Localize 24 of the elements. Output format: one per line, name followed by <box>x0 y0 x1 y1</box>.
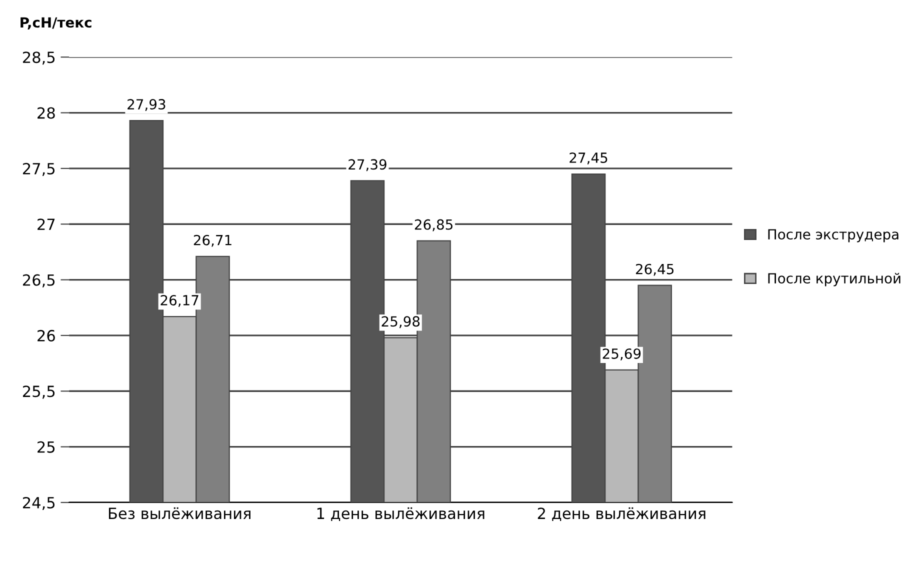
y-tick-label: 27 <box>38 218 55 230</box>
y-tick-label: 24,5 <box>22 496 55 510</box>
text: 27,45 <box>570 152 608 164</box>
x-tick-label: 1 день вылёживания <box>317 507 484 522</box>
y-tick-label: 26,5 <box>22 274 55 288</box>
text: 25,98 <box>382 316 420 328</box>
text: 27,39 <box>348 159 386 172</box>
text: 26,45 <box>636 264 674 276</box>
text: 27,93 <box>128 99 166 111</box>
y-tick-label: 25,5 <box>22 386 55 399</box>
y-tick-label: 28 <box>38 107 55 119</box>
legend-label: После экструдера <box>768 229 898 242</box>
text: 25,69 <box>602 348 641 360</box>
y-tick-label: 27,5 <box>22 162 55 176</box>
legend-label: После крутильной <box>768 272 900 286</box>
x-tick-label: Без вылёживания <box>108 507 250 520</box>
text: 26,85 <box>414 219 452 232</box>
y-tick-label: 26 <box>38 330 55 342</box>
x-tick-label: 2 день вылёживания <box>538 507 706 522</box>
y-tick-label: 25 <box>38 441 55 453</box>
y-tick-label: 28,5 <box>22 52 55 65</box>
text: 26,71 <box>194 234 232 247</box>
text: 26,17 <box>160 295 198 307</box>
y-axis-title: P,сН/текс <box>20 17 92 30</box>
